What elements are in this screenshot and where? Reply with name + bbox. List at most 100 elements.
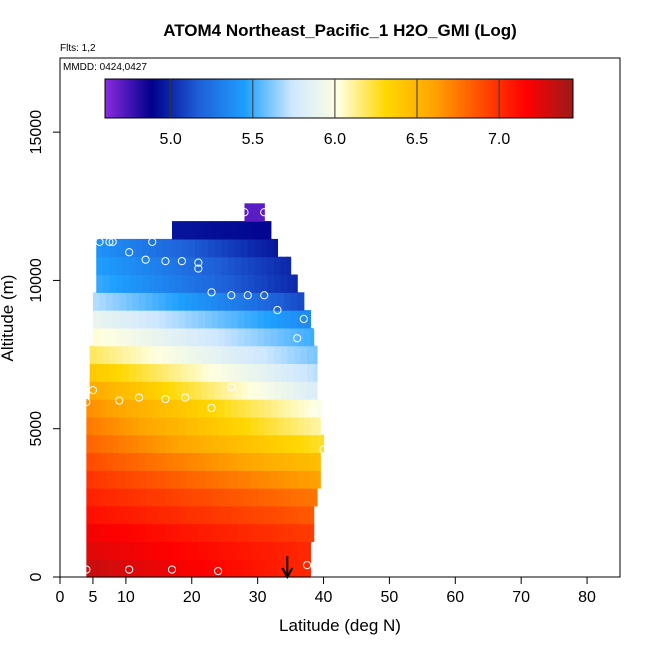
heatmap-cell: [152, 310, 160, 329]
heatmap-cell: [257, 470, 265, 489]
heatmap-cell: [109, 345, 117, 365]
heatmap-cell: [231, 292, 239, 311]
observation-point: [227, 383, 236, 392]
heatmap-cell: [290, 452, 298, 471]
heatmap-cell: [267, 238, 275, 258]
heatmap-cell: [224, 541, 232, 560]
heatmap-cell: [198, 452, 206, 471]
heatmap-cell: [185, 327, 193, 347]
heatmap-cell: [284, 416, 292, 436]
observation-point: [125, 565, 134, 574]
heatmap-cell: [218, 470, 226, 489]
heatmap-cell: [152, 559, 160, 578]
heatmap-cell: [204, 221, 213, 240]
heatmap-cell: [122, 238, 130, 258]
heatmap-cell: [224, 559, 232, 578]
heatmap-cell: [139, 470, 147, 489]
observation-point: [134, 393, 144, 402]
heatmap-cell: [218, 292, 226, 311]
heatmap-cell: [92, 327, 101, 347]
heatmap-cell: [297, 505, 305, 525]
heatmap-cell: [201, 256, 209, 276]
heatmap-cell: [181, 238, 190, 258]
heatmap-cell: [86, 505, 94, 525]
heatmap-cell: [185, 310, 193, 329]
heatmap-cell: [181, 381, 190, 400]
heatmap-cell: [313, 345, 318, 365]
heatmap-cell: [142, 345, 150, 365]
heatmap-cell: [211, 434, 219, 454]
heatmap-cell: [162, 363, 170, 382]
heatmap-cell: [119, 327, 127, 347]
heatmap-cell: [106, 523, 114, 543]
heatmap-cell: [254, 381, 262, 400]
heatmap-cell: [139, 523, 147, 543]
heatmap-cell: [254, 345, 262, 365]
heatmap-cell: [204, 470, 213, 489]
observation-point: [108, 237, 117, 246]
heatmap-cell: [102, 274, 111, 293]
heatmap-cell: [99, 292, 107, 311]
heatmap-cell: [204, 523, 213, 543]
heatmap-cell: [241, 256, 249, 276]
heatmap-cell: [231, 470, 239, 489]
observation-point: [260, 208, 269, 217]
heatmap-cell: [99, 523, 107, 543]
observation-point: [181, 393, 190, 402]
heatmap-cell: [293, 274, 298, 293]
heatmap-cell: [251, 470, 259, 489]
heatmap-cell: [214, 381, 223, 400]
heatmap-cell: [122, 363, 130, 382]
heatmap-cell: [96, 381, 104, 400]
heatmap-cell: [152, 327, 160, 347]
heatmap-cell: [316, 470, 321, 489]
heatmap-cell: [178, 327, 186, 347]
heatmap-cell: [125, 310, 134, 329]
heatmap-cell: [185, 452, 193, 471]
heatmap-cell: [86, 541, 94, 560]
heatmap-cell: [277, 470, 285, 489]
heatmap-cell: [231, 523, 239, 543]
heatmap-cell: [244, 541, 252, 560]
heatmap-cell: [267, 363, 275, 382]
heatmap-cell: [116, 345, 124, 365]
heatmap-cell: [142, 238, 150, 258]
heatmap-cell: [264, 523, 272, 543]
heatmap-cell: [96, 363, 104, 382]
heatmap-cell: [297, 310, 305, 329]
heatmap-cell: [307, 363, 315, 382]
heatmap-cell: [211, 416, 219, 436]
heatmap-cell: [247, 381, 255, 400]
heatmap-cell: [116, 381, 124, 400]
heatmap-cell: [158, 559, 167, 578]
heatmap-cell: [270, 434, 279, 454]
heatmap-cell: [293, 345, 302, 365]
heatmap-cell: [267, 381, 275, 400]
heatmap-cell: [92, 541, 101, 560]
heatmap-cell: [142, 256, 150, 276]
heatmap-cell: [198, 470, 206, 489]
heatmap-cell: [119, 416, 127, 436]
heatmap-cell: [122, 381, 130, 400]
heatmap-cell: [251, 452, 259, 471]
colorbar-tick-label: 7.0: [488, 131, 510, 148]
heatmap-cell: [191, 505, 199, 525]
heatmap-cell: [158, 488, 167, 507]
heatmap-cell: [300, 363, 308, 382]
heatmap-cell: [86, 452, 94, 471]
heatmap-cell: [198, 434, 206, 454]
heatmap-cell: [135, 363, 143, 382]
heatmap-cell: [132, 488, 140, 507]
heatmap-cell: [198, 541, 206, 560]
heatmap-cell: [145, 416, 153, 436]
heatmap-cell: [284, 523, 292, 543]
heatmap-cell: [116, 238, 124, 258]
heatmap-cell: [132, 505, 140, 525]
heatmap-cell: [191, 559, 199, 578]
heatmap-cell: [290, 310, 298, 329]
observation-point: [207, 403, 216, 413]
heatmap-cell: [106, 505, 114, 525]
heatmap-cell: [145, 523, 153, 543]
heatmap-cell: [116, 256, 124, 276]
heatmap-cell: [135, 274, 143, 293]
